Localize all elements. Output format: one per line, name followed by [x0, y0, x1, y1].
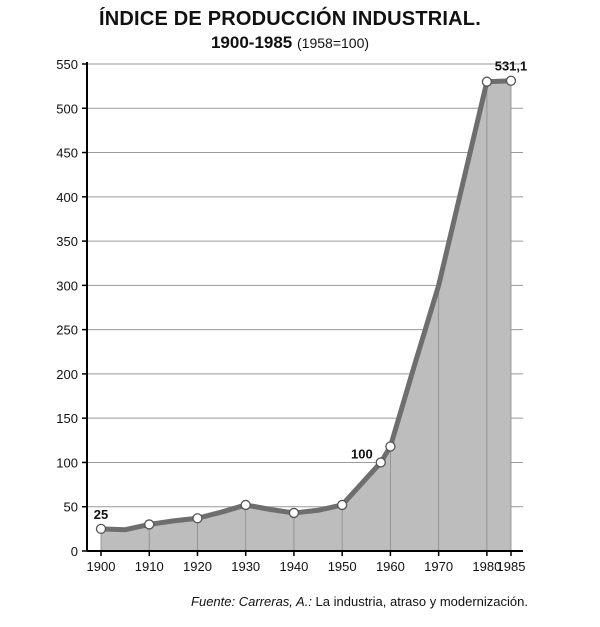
- source-text: La industria, atraso y modernización.: [311, 594, 528, 609]
- data-point-marker: [375, 457, 386, 468]
- series-line: [98, 78, 514, 533]
- y-tick-label: 400: [56, 190, 78, 205]
- y-tick-label: 100: [56, 455, 78, 470]
- data-point-marker: [505, 75, 517, 86]
- data-labels: 25 100 531,1: [94, 59, 528, 522]
- data-point-marker: [288, 507, 300, 519]
- x-tick-label: 1920: [183, 559, 212, 574]
- markers: [95, 75, 517, 535]
- data-point-marker: [481, 76, 493, 87]
- x-tick-label: 1960: [376, 559, 405, 574]
- y-tick-label: 300: [56, 278, 78, 293]
- y-tick-label: 500: [56, 101, 78, 116]
- y-tick-label: 250: [56, 323, 78, 338]
- subtitle-main: 1900-1985: [210, 33, 293, 52]
- data-label: 100: [351, 446, 373, 461]
- y-tick-label: 150: [56, 411, 78, 426]
- x-tick-label: 1980: [472, 559, 501, 574]
- data-point-marker: [337, 499, 348, 511]
- y-tick-label: 0: [71, 544, 78, 559]
- source-author: Fuente: Carreras, A.:: [191, 594, 312, 609]
- area-fill: [101, 80, 511, 551]
- y-tick-label: 550: [56, 57, 78, 72]
- chart-subtitle: 1900-1985 (1958=100): [0, 33, 580, 53]
- x-tick-label: 1910: [135, 559, 164, 574]
- y-tick-label: 200: [56, 367, 78, 382]
- chart-title: ÍNDICE DE PRODUCCIÓN INDUSTRIAL.: [99, 8, 481, 30]
- x-tick-label: 1950: [328, 559, 357, 574]
- data-point-marker: [192, 513, 203, 524]
- data-label: 531,1: [495, 59, 528, 74]
- data-point-marker: [95, 523, 107, 535]
- x-tick-label: 1930: [231, 559, 260, 574]
- subtitle-note: (1958=100): [297, 35, 370, 51]
- data-point-marker: [385, 441, 396, 452]
- area-layer: [101, 80, 511, 551]
- x-tick-label: 1985: [497, 559, 526, 574]
- x-tick-label: 1940: [279, 559, 308, 574]
- x-tick-label: 1970: [424, 559, 453, 574]
- source-note: Fuente: Carreras, A.: La industria, atra…: [0, 594, 528, 609]
- vertical-guides: [100, 80, 512, 551]
- axes: [86, 62, 523, 552]
- x-tick-label: 1900: [87, 559, 116, 574]
- y-tick-label: 450: [56, 146, 78, 161]
- y-tick-label: 50: [64, 500, 78, 515]
- data-point-marker: [240, 499, 251, 511]
- line-layer: [98, 78, 514, 533]
- y-tick-label: 350: [56, 234, 78, 249]
- y-axis-ticks: 0 50 100 150 200 250 300 350 400 450 500 550: [56, 57, 87, 559]
- data-point-marker: [144, 519, 155, 530]
- data-label: 25: [94, 507, 108, 522]
